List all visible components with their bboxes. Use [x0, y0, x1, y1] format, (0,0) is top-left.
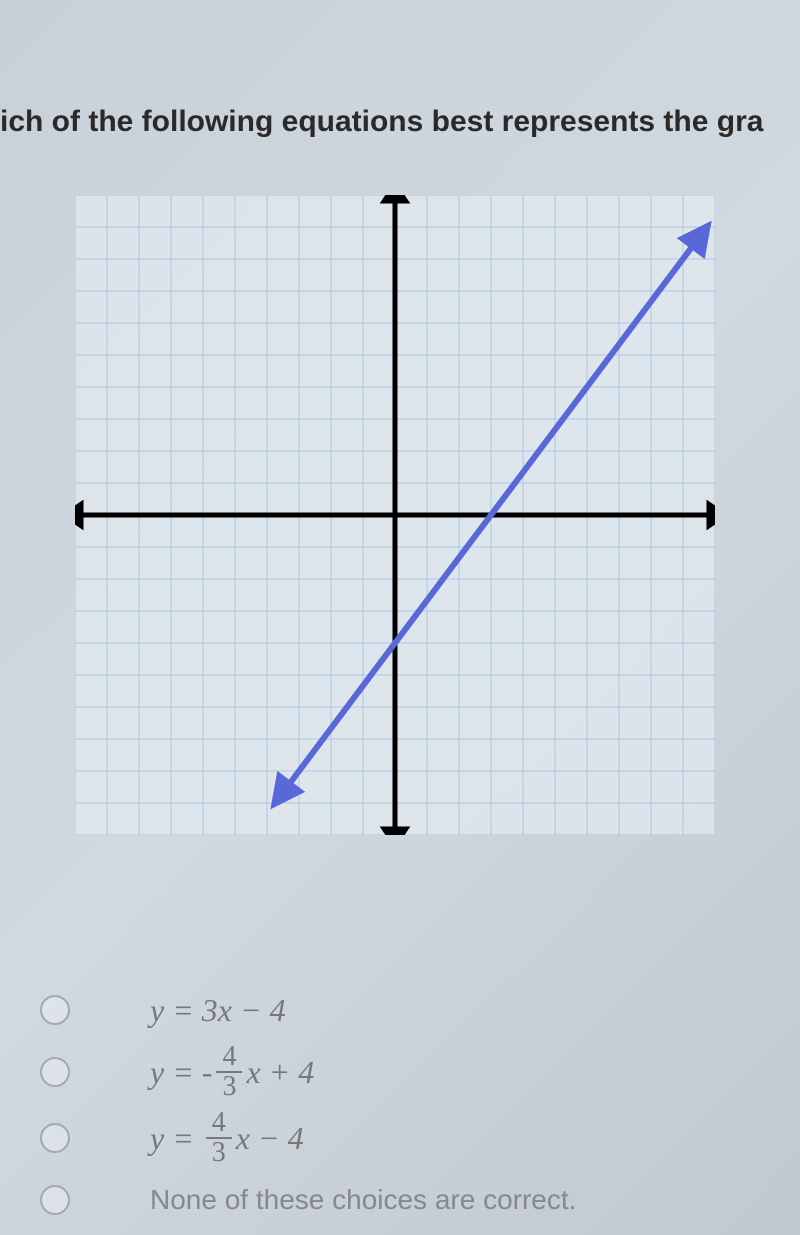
answer-text: None of these choices are correct. — [150, 1184, 576, 1216]
answer-option-c[interactable]: y = 43x − 4 — [40, 1109, 760, 1167]
radio-button[interactable] — [40, 1123, 70, 1153]
answer-option-a[interactable]: y = 3x − 4 — [40, 985, 760, 1035]
radio-button[interactable] — [40, 1057, 70, 1087]
radio-button[interactable] — [40, 995, 70, 1025]
answer-text: y = 3x − 4 — [150, 992, 286, 1029]
answer-text: y = 43x − 4 — [150, 1109, 304, 1167]
answer-option-b[interactable]: y = -43x + 4 — [40, 1043, 760, 1101]
radio-button[interactable] — [40, 1185, 70, 1215]
answer-choices: y = 3x − 4 y = -43x + 4 y = 43x − 4 None… — [40, 985, 760, 1233]
coordinate-graph — [75, 195, 715, 835]
question-text: ich of the following equations best repr… — [0, 105, 763, 139]
answer-option-d[interactable]: None of these choices are correct. — [40, 1175, 760, 1225]
answer-text: y = -43x + 4 — [150, 1043, 314, 1101]
